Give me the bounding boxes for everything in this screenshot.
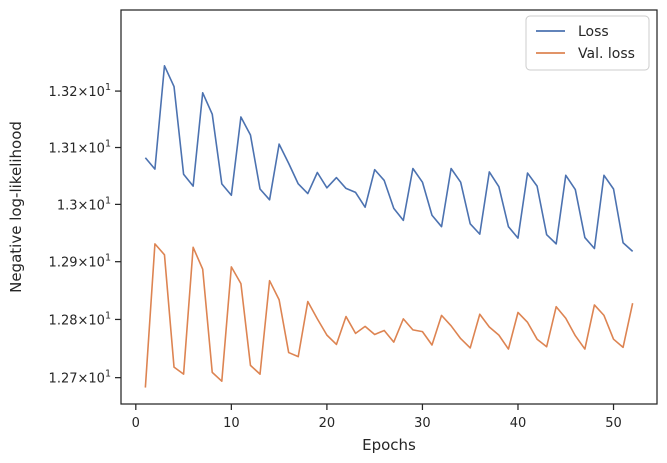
y-tick-base: 10 xyxy=(88,313,105,328)
y-tick-mantissa: 1.29 xyxy=(49,256,78,271)
y-tick-exponent: 1 xyxy=(105,139,111,150)
y-axis-label: Negative log-likelihood xyxy=(7,121,25,293)
y-tick-mantissa: 1.3 xyxy=(57,198,78,213)
y-tick-label: 1.27×101 xyxy=(49,369,111,387)
y-tick-label: 1.32×101 xyxy=(49,82,111,100)
series-layer xyxy=(144,65,634,388)
y-tick-times: × xyxy=(78,142,89,157)
y-tick-times: × xyxy=(78,313,89,328)
x-tick-label: 40 xyxy=(510,416,527,431)
legend-label: Val. loss xyxy=(578,46,635,62)
series-line-1 xyxy=(144,65,634,252)
y-tick-exponent: 1 xyxy=(105,195,111,206)
x-tick-label: 0 xyxy=(132,416,140,431)
y-tick-times: × xyxy=(78,372,89,387)
y-tick-times: × xyxy=(78,256,89,271)
x-tick-label: 10 xyxy=(223,416,240,431)
y-tick-exponent: 1 xyxy=(105,310,111,321)
y-tick-mantissa: 1.31 xyxy=(49,142,78,157)
y-tick-label: 1.28×101 xyxy=(49,310,111,328)
y-tick-times: × xyxy=(78,198,89,213)
x-axis-label: Epochs xyxy=(362,436,416,454)
plot-frame xyxy=(120,9,658,405)
y-tick-base: 10 xyxy=(88,85,105,100)
y-tick-exponent: 1 xyxy=(105,253,111,264)
x-tick-label: 30 xyxy=(414,416,431,431)
y-tick-times: × xyxy=(78,85,89,100)
y-tick-base: 10 xyxy=(88,142,105,157)
legend-label: Loss xyxy=(578,24,609,40)
x-axis-ticks: 0 10 20 30 40 50 xyxy=(132,404,622,431)
y-tick-base: 10 xyxy=(88,372,105,387)
y-tick-label: 1.29×101 xyxy=(49,253,111,271)
x-tick-label: 20 xyxy=(319,416,336,431)
y-tick-base: 10 xyxy=(88,256,105,271)
y-tick-exponent: 1 xyxy=(105,82,111,93)
y-tick-label: 1.3×101 xyxy=(57,195,111,213)
x-tick-label: 50 xyxy=(605,416,622,431)
y-tick-mantissa: 1.27 xyxy=(49,372,78,387)
y-axis-ticks: 1.27×1011.28×1011.29×1011.3×1011.31×1011… xyxy=(49,82,121,387)
y-tick-base: 10 xyxy=(88,198,105,213)
y-tick-exponent: 1 xyxy=(105,369,111,380)
series-line-2 xyxy=(144,243,634,388)
y-tick-mantissa: 1.28 xyxy=(49,313,78,328)
y-tick-mantissa: 1.32 xyxy=(49,85,78,100)
y-tick-label: 1.31×101 xyxy=(49,139,111,157)
legend: Loss Val. loss xyxy=(525,15,650,71)
legend-box xyxy=(525,15,650,71)
plot-area xyxy=(120,9,658,405)
